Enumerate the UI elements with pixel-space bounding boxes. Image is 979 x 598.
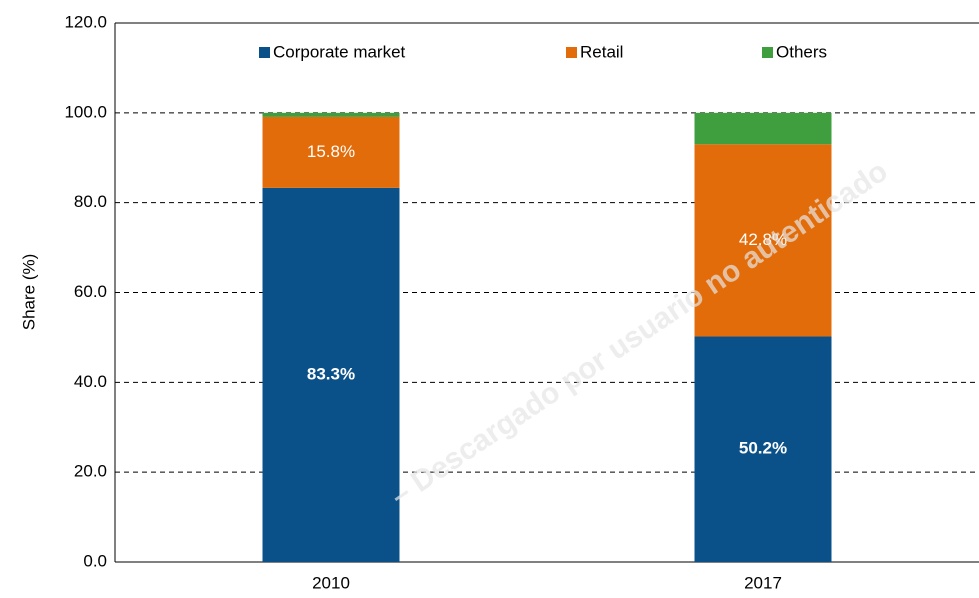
- y-tick-label: 80.0: [74, 192, 107, 211]
- legend-swatch: [259, 47, 270, 58]
- bar-segment: [694, 144, 832, 337]
- bar-segment: [694, 336, 832, 562]
- legend-label: Retail: [580, 42, 623, 61]
- y-axis-label: Share (%): [19, 254, 38, 331]
- data-label: 42.8%: [739, 230, 787, 249]
- bar-segment: [262, 187, 400, 562]
- bar-segment: [262, 116, 400, 188]
- bar-segment: [694, 112, 832, 145]
- bar-segment: [262, 112, 400, 117]
- y-tick-label: 100.0: [64, 102, 107, 121]
- y-tick-label: 40.0: [74, 372, 107, 391]
- data-label: 83.3%: [307, 364, 355, 383]
- legend-swatch: [566, 47, 577, 58]
- data-label: 50.2%: [739, 439, 787, 458]
- legend-swatch: [762, 47, 773, 58]
- x-tick-label: 2010: [312, 573, 350, 592]
- y-tick-label: 60.0: [74, 282, 107, 301]
- y-tick-label: 120.0: [64, 12, 107, 31]
- x-tick-label: 2017: [744, 573, 782, 592]
- y-tick-label: 20.0: [74, 462, 107, 481]
- legend-label: Others: [776, 42, 827, 61]
- data-label: 15.8%: [307, 142, 355, 161]
- y-tick-label: 0.0: [83, 551, 107, 570]
- legend-label: Corporate market: [273, 42, 406, 61]
